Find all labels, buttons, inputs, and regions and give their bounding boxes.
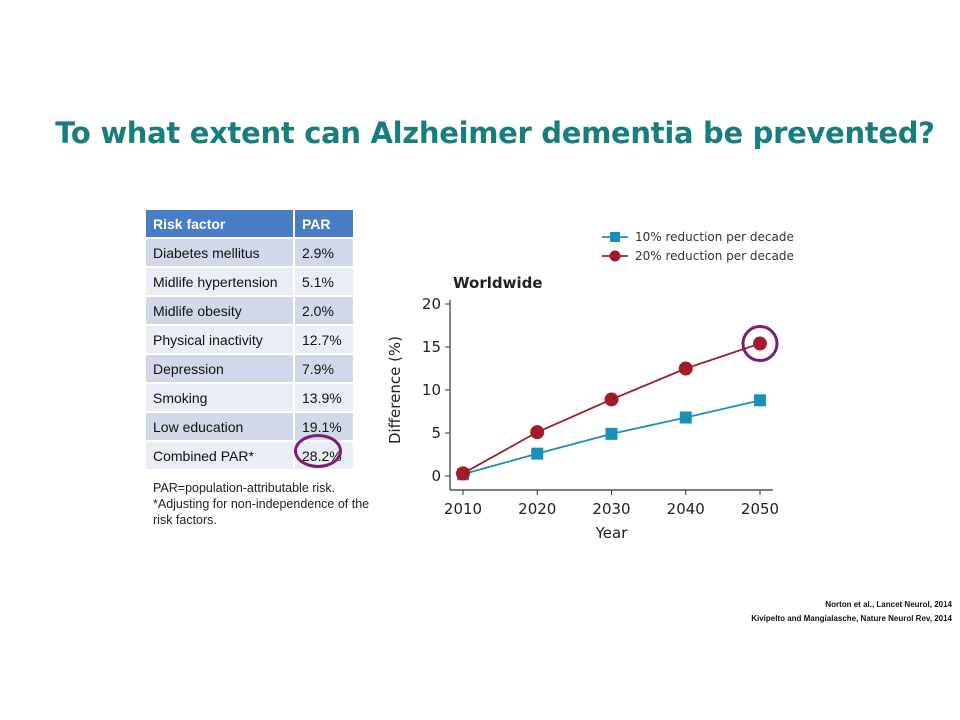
risk-factor-name: Combined PAR* — [146, 442, 295, 471]
table-row: Midlife hypertension 5.1% — [146, 268, 355, 297]
table-row: Diabetes mellitus 2.9% — [146, 239, 355, 268]
data-point — [456, 466, 470, 481]
risk-factor-par: 12.7% — [295, 326, 355, 355]
x-tick-label: 2050 — [741, 500, 779, 518]
table-header-row: Risk factor PAR — [146, 210, 355, 239]
line-chart: 0 5 10 15 20 2010 2020 2030 2040 2050 Difference (… — [386, 230, 794, 542]
table-row: Midlife obesity 2.0% — [146, 297, 355, 326]
header-risk-factor: Risk factor — [146, 210, 295, 239]
series-line — [462, 342, 761, 475]
risk-factor-name: Midlife hypertension — [146, 268, 295, 297]
risk-factor-par: 13.9% — [295, 384, 355, 413]
data-point — [753, 336, 767, 351]
risk-factor-par: 2.9% — [295, 239, 355, 268]
y-tick-label: 10 — [422, 381, 441, 399]
data-point — [754, 394, 766, 407]
reference-line: Norton et al., Lancet Neurol, 2014 — [825, 600, 952, 609]
data-point — [679, 411, 692, 424]
y-tick-label: 15 — [422, 338, 441, 356]
risk-factor-par: 2.0% — [295, 297, 355, 326]
y-tick-label: 0 — [431, 467, 441, 485]
risk-factor-name: Smoking — [146, 384, 295, 413]
data-point — [678, 361, 693, 376]
table-row: Low education 19.1% — [146, 413, 355, 442]
combined-par-highlight-circle — [294, 434, 342, 468]
data-point — [604, 392, 619, 407]
chart-title: Worldwide — [453, 274, 543, 292]
reference-line: Kivipelto and Mangialasche, Nature Neuro… — [751, 614, 952, 623]
risk-factor-par: 7.9% — [295, 355, 355, 384]
x-tick-label: 2030 — [592, 500, 630, 518]
x-tick-label: 2020 — [518, 500, 556, 518]
table-row: Smoking 13.9% — [146, 384, 355, 413]
highlight-circle — [741, 325, 779, 363]
y-axis-label: Difference (%) — [386, 336, 404, 444]
risk-factor-name: Depression — [146, 355, 295, 384]
table-row: Physical inactivity 12.7% — [146, 326, 355, 355]
legend-label: 10% reduction per decade — [635, 230, 794, 244]
footnote-line: *Adjusting for non-independence of the — [153, 497, 370, 511]
data-point — [530, 425, 545, 440]
slide-title: To what extent can Alzheimer dementia be… — [55, 116, 935, 150]
y-tick-label: 20 — [422, 295, 441, 313]
table-row: Depression 7.9% — [146, 355, 355, 384]
risk-factor-name: Physical inactivity — [146, 326, 295, 355]
data-point — [531, 447, 544, 460]
x-tick-label: 2040 — [667, 500, 705, 518]
risk-factor-name: Midlife obesity — [146, 297, 295, 326]
legend-label: 20% reduction per decade — [635, 249, 794, 263]
risk-factor-par: 5.1% — [295, 268, 355, 297]
footnote-line: risk factors. — [153, 513, 217, 527]
table-footnote: PAR=population-attributable risk. *Adjus… — [153, 480, 373, 528]
header-par: PAR — [295, 210, 355, 239]
risk-factor-name: Diabetes mellitus — [146, 239, 295, 268]
risk-factor-name: Low education — [146, 413, 295, 442]
footnote-line: PAR=population-attributable risk. — [153, 481, 336, 495]
legend-marker — [610, 232, 620, 242]
data-point — [605, 427, 618, 440]
risk-factor-table: Risk factor PAR Diabetes mellitus 2.9% M… — [146, 210, 355, 471]
y-tick-label: 5 — [431, 424, 441, 442]
legend-marker — [609, 250, 621, 262]
x-axis-label: Year — [595, 524, 629, 542]
references: Norton et al., Lancet Neurol, 2014 Kivip… — [751, 598, 952, 626]
x-tick-label: 2010 — [444, 500, 482, 518]
